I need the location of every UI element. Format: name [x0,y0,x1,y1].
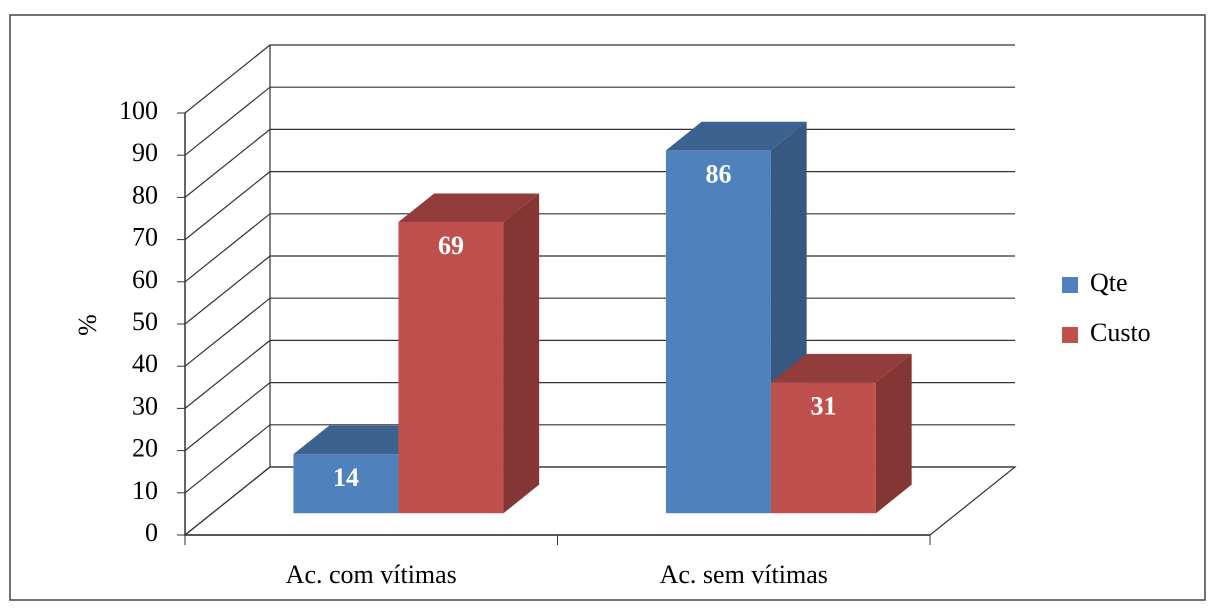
y-tick-label: 60 [132,265,158,294]
y-tick-label: 40 [132,349,158,378]
y-tick-label: 100 [119,96,158,125]
legend-swatch [1062,277,1078,293]
bar-top [398,193,540,223]
y-tick-label: 10 [132,476,158,505]
legend-label: Qte [1090,268,1128,297]
bar [398,222,504,514]
bar-side [875,353,912,514]
y-tick-label: 80 [132,180,158,209]
y-tick-label: 70 [132,223,158,252]
bar-side [503,193,540,514]
data-label: 14 [333,463,359,492]
y-tick-label: 20 [132,434,158,463]
grid-line [184,44,1015,114]
data-label: 86 [705,159,731,188]
data-label: 69 [438,231,464,260]
legend-swatch [1062,327,1078,343]
bar [770,382,876,514]
bar-top [665,121,807,151]
bar-top [770,353,912,383]
y-tick-label: 90 [132,138,158,167]
y-tick-label: 0 [145,518,158,547]
x-tick-label: Ac. com vítimas [286,560,457,589]
y-axis-label: % [73,314,102,336]
legend-label: Custo [1090,318,1151,347]
y-tick-label: 30 [132,391,158,420]
data-label: 31 [810,391,836,420]
grid-line [184,86,1015,156]
bar [293,454,399,514]
y-tick-label: 50 [132,307,158,336]
x-tick-label: Ac. sem vítimas [660,560,828,589]
chart-border [9,14,1206,601]
bar [665,150,771,514]
